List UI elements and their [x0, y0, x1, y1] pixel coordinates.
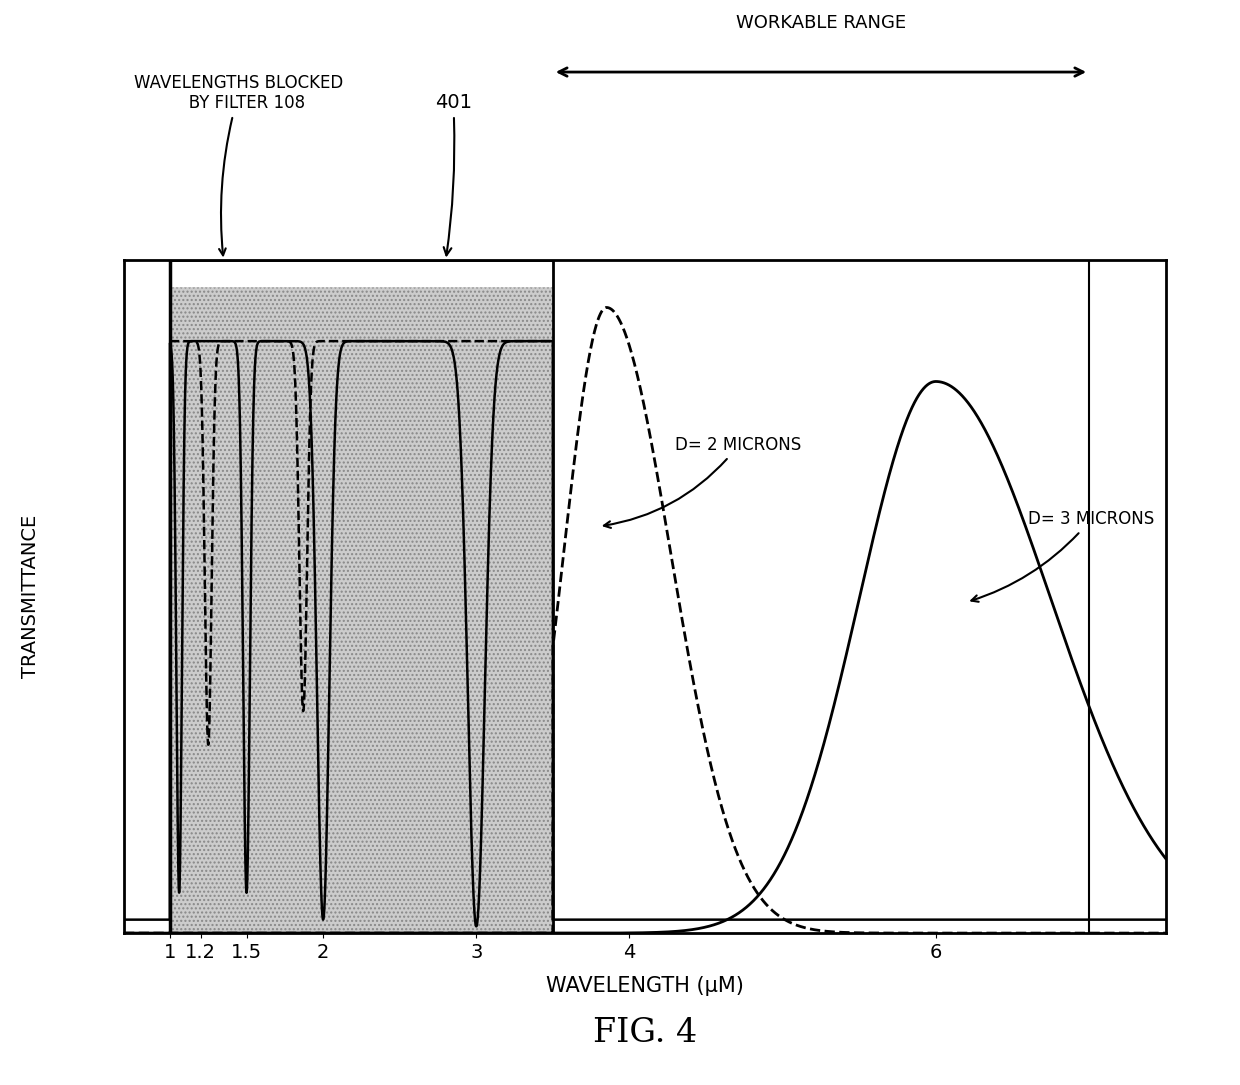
- Text: WORKABLE RANGE: WORKABLE RANGE: [735, 14, 906, 31]
- Text: WAVELENGTHS BLOCKED
   BY FILTER 108: WAVELENGTHS BLOCKED BY FILTER 108: [134, 74, 343, 255]
- Bar: [170, 260, 553, 933]
- X-axis label: WAVELENGTH (μM): WAVELENGTH (μM): [546, 975, 744, 996]
- Text: 401: 401: [435, 93, 472, 255]
- Text: D= 3 MICRONS: D= 3 MICRONS: [971, 510, 1154, 602]
- Text: TRANSMITTANCE: TRANSMITTANCE: [21, 515, 41, 678]
- Text: D= 2 MICRONS: D= 2 MICRONS: [604, 436, 802, 528]
- Text: FIG. 4: FIG. 4: [593, 1017, 697, 1048]
